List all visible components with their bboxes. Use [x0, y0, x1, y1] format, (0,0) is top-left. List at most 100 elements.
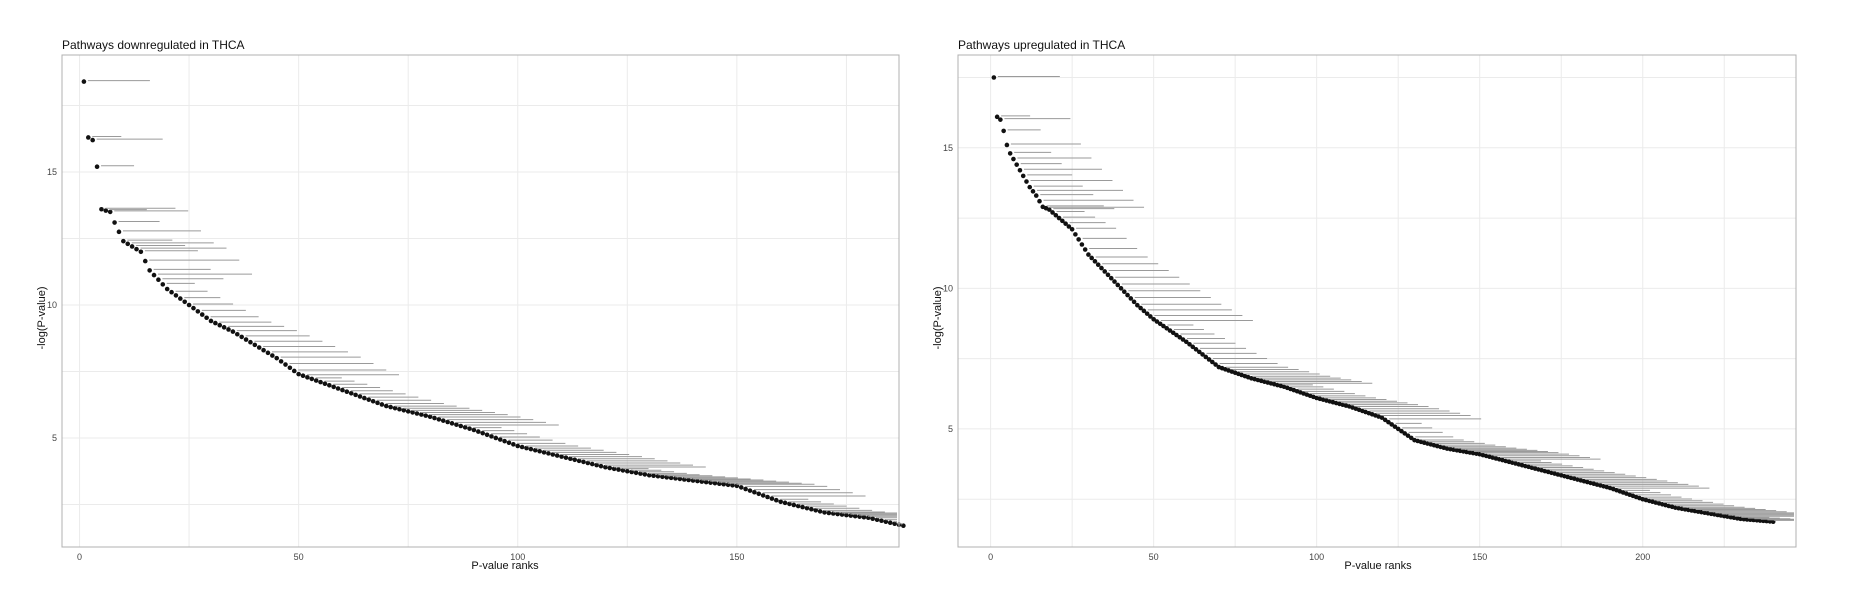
data-point [1408, 435, 1414, 441]
plot-border-upregulated [957, 54, 1797, 548]
data-point [589, 461, 595, 467]
data-point [142, 258, 148, 264]
x-tick-label: 0 [988, 552, 993, 562]
data-point [94, 164, 100, 169]
data-point [160, 282, 166, 287]
data-point [151, 272, 157, 278]
data-point [686, 477, 691, 483]
data-point [213, 320, 218, 326]
data-point [388, 404, 393, 410]
y-tick-label: 5 [948, 424, 953, 434]
y-tick-label: 10 [47, 300, 57, 310]
data-point [265, 350, 271, 356]
data-point [274, 355, 280, 361]
data-point [1190, 344, 1196, 350]
data-point [1200, 352, 1205, 357]
data-point [81, 79, 87, 84]
data-point [804, 505, 810, 511]
data-point [1024, 179, 1029, 184]
y-axis-title-upregulated: -log(P-value) [932, 287, 944, 350]
data-point [322, 381, 328, 387]
data-point [471, 427, 477, 433]
data-point [173, 293, 179, 298]
data-point [773, 497, 779, 503]
data-point [528, 446, 534, 452]
data-point [738, 485, 744, 490]
data-point [1105, 272, 1111, 278]
ticks-downregulated: 0 50 100 150 5 10 15 [47, 167, 744, 562]
data-point [1037, 198, 1042, 204]
data-point [239, 334, 244, 340]
data-point [616, 467, 621, 472]
data-point [1389, 422, 1394, 427]
data-point [813, 507, 819, 513]
data-point [270, 353, 275, 358]
x-tick-label: 100 [1309, 552, 1324, 562]
data-point [1131, 299, 1137, 305]
data-point [1170, 330, 1176, 336]
data-point [1118, 286, 1124, 291]
data-point [182, 299, 188, 305]
data-point [633, 470, 639, 476]
data-point [874, 517, 880, 523]
data-point [1121, 289, 1127, 295]
data-point [467, 426, 472, 431]
data-point [497, 437, 503, 442]
data-point [611, 466, 617, 472]
data-point [695, 478, 700, 484]
data-point [1196, 349, 1202, 355]
data-point [1177, 334, 1183, 340]
data-point [291, 368, 297, 374]
data-point [90, 137, 95, 143]
data-point [1157, 321, 1163, 327]
data-point [1004, 142, 1010, 148]
data-point [620, 468, 626, 473]
data-point [532, 447, 538, 453]
data-point [484, 432, 490, 438]
data-point [1092, 259, 1098, 264]
data-point [261, 347, 266, 353]
data-point [778, 499, 783, 505]
x-tick-label: 150 [1472, 552, 1487, 562]
data-point [1089, 255, 1094, 261]
data-point [445, 419, 450, 425]
data-point [1099, 265, 1104, 271]
data-point [568, 456, 573, 462]
data-point [642, 472, 648, 477]
data-point [1187, 341, 1192, 347]
data-point [625, 468, 630, 474]
data-point [1125, 292, 1130, 298]
data-point [1213, 362, 1218, 367]
data-point [357, 394, 363, 399]
data-point [99, 206, 104, 212]
panel-upregulated: Pathways upregulated in THCA P-value ran… [932, 38, 1797, 572]
data-point [765, 494, 770, 500]
data-point [278, 359, 284, 364]
data-point [392, 405, 398, 411]
data-point [401, 408, 407, 413]
data-point [668, 475, 674, 481]
x-tick-label: 50 [294, 552, 304, 562]
y-axis-title-downregulated: -log(P-value) [36, 287, 48, 350]
data-point [541, 450, 547, 455]
data-point [892, 521, 897, 527]
data-point [1138, 305, 1143, 311]
data-point [1046, 207, 1052, 212]
data-point [397, 406, 402, 412]
data-point [85, 135, 91, 140]
data-point [1053, 212, 1059, 218]
data-point [234, 331, 240, 337]
data-point [283, 362, 288, 367]
data-point [1379, 415, 1385, 420]
data-point [138, 249, 144, 255]
data-point [1151, 316, 1156, 322]
data-point [887, 520, 893, 526]
data-point [1033, 193, 1039, 198]
y-tick-label: 5 [52, 433, 57, 443]
data-point [991, 75, 997, 80]
data-point [405, 409, 411, 414]
panel-title-upregulated: Pathways upregulated in THCA [958, 38, 1125, 52]
data-point [901, 523, 906, 529]
data-point [419, 412, 424, 417]
data-point [502, 438, 507, 444]
